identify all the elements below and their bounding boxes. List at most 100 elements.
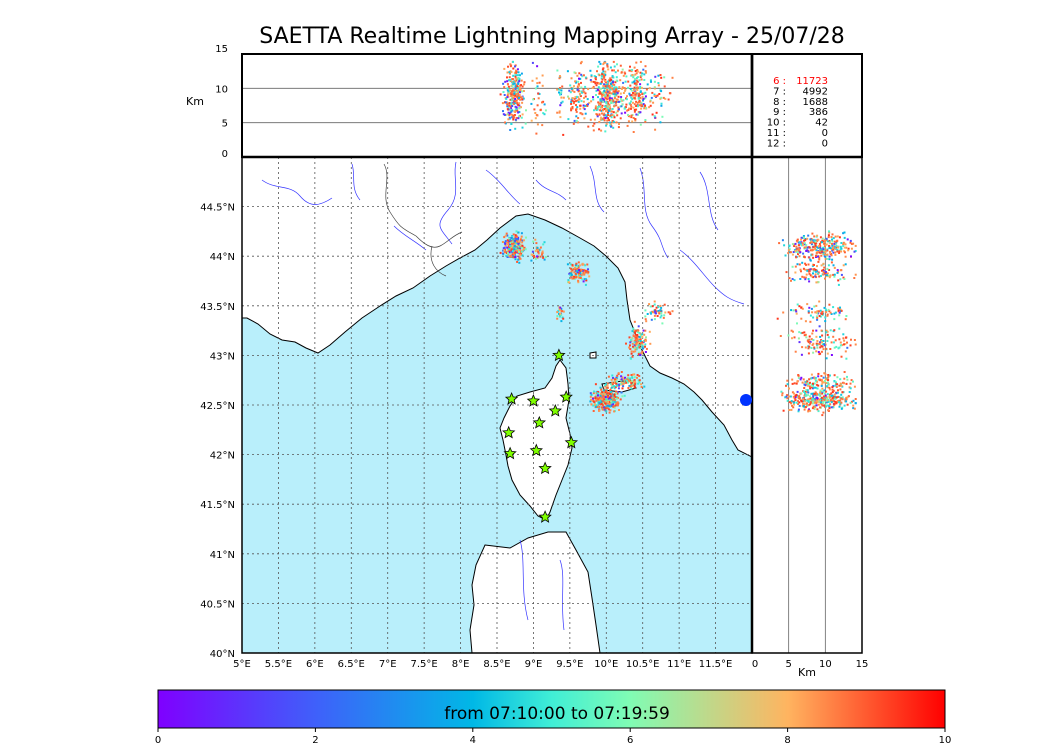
- edge-source-blob: [740, 394, 752, 406]
- lat-alt-source-point: [837, 270, 840, 273]
- map-source-point: [530, 253, 533, 256]
- lon-alt-source-point: [633, 80, 636, 83]
- lon-alt-source-point: [644, 91, 647, 94]
- lat-alt-source-point: [844, 243, 847, 246]
- lat-alt-source-point: [833, 240, 836, 243]
- lon-alt-source-point: [639, 111, 642, 114]
- map-source-point: [562, 317, 565, 320]
- map-source-point: [640, 342, 643, 345]
- lat-alt-source-point: [820, 350, 823, 353]
- station-marker: [538, 510, 552, 523]
- lon-alt-source-point: [558, 110, 561, 113]
- map-source-point: [576, 271, 579, 273]
- lat-alt-source-point: [795, 310, 798, 313]
- lon-alt-source-point: [600, 109, 603, 112]
- lon-alt-source-point: [636, 86, 638, 89]
- lat-alt-source-point: [824, 251, 827, 253]
- lon-alt-source-point: [559, 87, 561, 89]
- lat-alt-source-point: [816, 408, 819, 411]
- lon-alt-source-point: [606, 63, 609, 66]
- lon-alt-source-point: [596, 88, 599, 91]
- lon-alt-source-point: [511, 97, 514, 100]
- lat-alt-source-point: [809, 340, 812, 343]
- lat-alt-source-point: [824, 380, 826, 382]
- lat-alt-source-point: [835, 245, 838, 248]
- lon-alt-source-point: [634, 119, 637, 122]
- lat-alt-source-point: [804, 391, 807, 393]
- station-markers: [502, 348, 578, 523]
- lon-alt-source-point: [594, 105, 597, 108]
- lon-alt-source-point: [512, 83, 515, 85]
- lat-alt-source-point: [779, 335, 782, 337]
- lat-alt-source-point: [796, 303, 799, 306]
- map-source-point: [515, 249, 518, 252]
- lat-alt-source-point: [811, 253, 814, 256]
- map-source-point: [639, 334, 642, 337]
- lon-alt-source-point: [638, 92, 641, 95]
- lon-alt-source-point: [509, 105, 512, 108]
- river-line: [261, 179, 333, 205]
- lat-alt-source-point: [822, 348, 825, 351]
- lon-alt-source-point: [511, 105, 514, 107]
- lat-alt-source-point: [812, 246, 815, 249]
- lon-alt-source-point: [584, 92, 587, 95]
- map-source-point: [601, 406, 603, 409]
- lat-alt-source-point: [815, 252, 818, 255]
- lat-alt-source-point: [819, 395, 822, 398]
- lat-alt-source-point: [845, 315, 848, 317]
- lat-alt-source-point: [821, 380, 824, 383]
- lon-alt-source-point: [593, 75, 596, 77]
- lat-alt-source-point: [823, 343, 826, 345]
- map-source-point: [610, 386, 613, 389]
- lon-alt-source-point: [612, 98, 615, 101]
- lon-alt-source-point: [585, 103, 588, 106]
- lat-alt-source-point: [817, 342, 820, 345]
- map-source-point: [613, 410, 616, 413]
- lon-alt-source-point: [507, 90, 510, 93]
- map-source-point: [613, 406, 616, 409]
- map-source-point: [518, 250, 520, 253]
- lat-alt-source-point: [803, 334, 806, 337]
- lat-alt-source-point: [811, 343, 814, 346]
- map-source-point: [559, 308, 561, 311]
- lon-alt-source-point: [602, 63, 605, 66]
- lon-alt-source-point: [671, 76, 674, 79]
- lat-alt-source-point: [833, 275, 836, 278]
- map-source-point: [641, 335, 644, 338]
- lon-alt-source-point: [507, 111, 510, 114]
- lon-alt-source-point: [633, 110, 636, 113]
- lat-alt-source-point: [818, 343, 821, 346]
- lon-alt-source-point: [601, 94, 603, 97]
- lon-alt-source-point: [637, 70, 639, 73]
- lat-alt-source-point: [835, 345, 838, 348]
- lon-alt-source-point: [511, 114, 514, 117]
- lon-alt-source-point: [625, 75, 628, 78]
- map-source-point: [516, 250, 519, 253]
- lat-alt-source-point: [852, 399, 855, 402]
- lat-alt-source-point: [804, 276, 807, 279]
- map-source-point: [508, 251, 511, 254]
- lat-alt-source-point: [805, 246, 808, 249]
- lon-alt-source-point: [560, 96, 563, 99]
- lon-alt-source-point: [605, 110, 608, 113]
- map-source-point: [629, 341, 632, 344]
- map-source-point: [638, 335, 641, 338]
- lat-alt-source-point: [820, 375, 823, 377]
- lat-alt-source-point: [787, 249, 790, 252]
- lon-alt-source-point: [603, 74, 605, 77]
- lat-alt-source-point: [840, 355, 843, 358]
- lon-alt-source-point: [578, 92, 581, 95]
- map-source-point: [625, 381, 628, 384]
- lon-alt-source-point: [515, 99, 518, 102]
- map-source-point: [588, 275, 591, 278]
- map-source-point: [513, 244, 516, 247]
- time-colorbar: [157, 689, 946, 729]
- map-source-point: [628, 346, 631, 349]
- lat-alt-source-point: [836, 383, 839, 386]
- rivers: [261, 161, 745, 631]
- lon-alt-source-point: [577, 117, 580, 119]
- map-source-point: [569, 274, 572, 277]
- map-source-point: [604, 402, 607, 405]
- lon-alt-source-point: [614, 101, 617, 104]
- lon-alt-source-point: [644, 119, 647, 121]
